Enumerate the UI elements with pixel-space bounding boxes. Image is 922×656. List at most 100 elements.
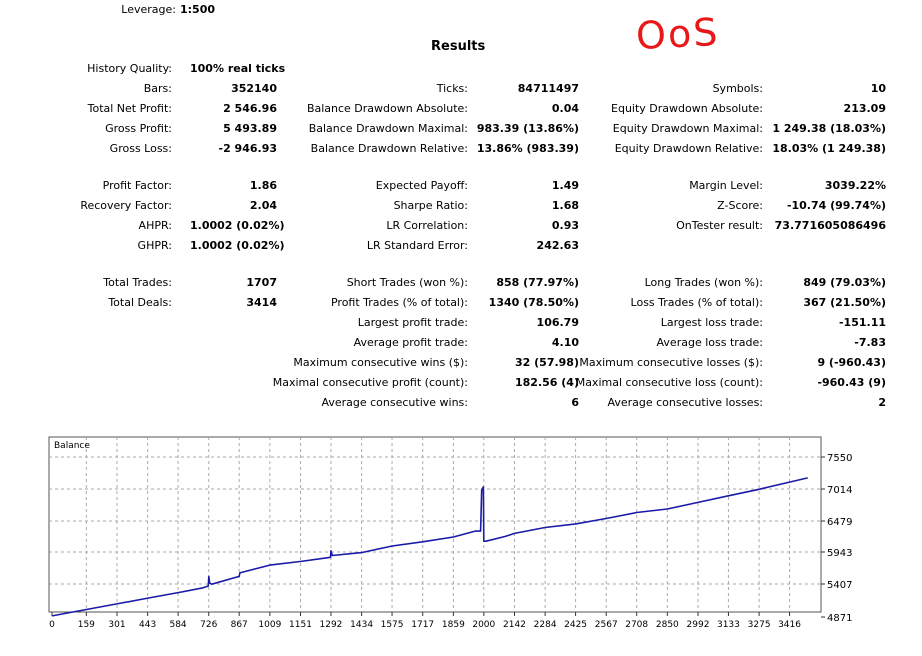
x-tick-label: 584 [169, 620, 186, 630]
col3-label-2: Equity Drawdown Maximal: [612, 122, 763, 135]
col1-label-4: Gross Loss: [109, 142, 172, 155]
x-tick-label: 1859 [442, 620, 465, 630]
x-tick-label: 3416 [778, 620, 801, 630]
col2-value-0: 84711497 [517, 82, 579, 95]
x-tick-label: 3275 [748, 620, 771, 630]
col3-label-11: Maximum consecutive losses ($): [579, 356, 763, 369]
x-tick-label: 1292 [320, 620, 343, 630]
col1-value-9: 1707 [246, 276, 277, 289]
y-tick-label: 7014 [827, 485, 852, 496]
col1-value-6: 2.04 [249, 199, 277, 212]
col1-value-3: 5 493.89 [223, 122, 277, 135]
x-tick-label: 2708 [625, 620, 648, 630]
col3-value-1: 213.09 [843, 102, 886, 115]
col1-value-5: 1.86 [249, 179, 277, 192]
col3-label-13: Average consecutive losses: [607, 396, 763, 409]
col1-value-8: 1.0002 (0.02%) [190, 239, 285, 252]
balance-line [51, 477, 808, 617]
col1-value-0: 100% real ticks [190, 62, 286, 75]
x-tick-label: 1151 [289, 620, 312, 630]
col3-value-8: 367 (21.50%) [803, 296, 886, 309]
col3-value-11: 9 (-960.43) [817, 356, 886, 369]
col1-label-3: Gross Profit: [105, 122, 172, 135]
x-tick-label: 301 [108, 620, 125, 630]
y-tick-label: 5943 [827, 548, 852, 559]
col1-value-2: 2 546.96 [223, 102, 277, 115]
col3-label-3: Equity Drawdown Relative: [614, 142, 763, 155]
x-tick-label: 2567 [595, 620, 618, 630]
col3-value-6: 73.771605086496 [774, 219, 886, 232]
col1-value-10: 3414 [246, 296, 277, 309]
col3-label-9: Largest loss trade: [660, 316, 763, 329]
x-tick-label: 3133 [717, 620, 740, 630]
col2-label-13: Maximal consecutive profit (count): [272, 376, 468, 389]
results-title: Results [431, 39, 486, 54]
col1-label-9: Total Trades: [103, 276, 172, 289]
y-tick-label: 6479 [827, 517, 852, 528]
col2-label-8: Short Trades (won %): [346, 276, 468, 289]
y-tick-label: 7550 [827, 453, 852, 464]
x-tick-label: 2850 [656, 620, 679, 630]
col2-label-6: LR Correlation: [386, 219, 468, 232]
x-tick-label: 0 [49, 620, 55, 630]
x-tick-label: 2992 [687, 620, 710, 630]
col2-value-7: 242.63 [536, 239, 579, 252]
col1-value-1: 352140 [231, 82, 277, 95]
col1-label-2: Total Net Profit: [87, 102, 172, 115]
col2-label-14: Average consecutive wins: [321, 396, 468, 409]
col2-value-10: 106.79 [536, 316, 579, 329]
col2-label-0: Ticks: [436, 82, 468, 95]
col3-value-9: -151.11 [838, 316, 886, 329]
col1-label-8: GHPR: [137, 239, 172, 252]
col3-label-8: Loss Trades (% of total): [630, 296, 763, 309]
col3-value-7: 849 (79.03%) [803, 276, 886, 289]
col2-label-7: LR Standard Error: [366, 239, 468, 252]
col1-value-4: -2 946.93 [218, 142, 278, 155]
col1-label-5: Profit Factor: [102, 179, 172, 192]
x-tick-label: 2425 [564, 620, 587, 630]
col2-label-9: Profit Trades (% of total): [330, 296, 468, 309]
x-tick-label: 2284 [534, 620, 557, 630]
col3-value-4: 3039.22% [824, 179, 886, 192]
col2-label-3: Balance Drawdown Relative: [310, 142, 468, 155]
x-tick-label: 867 [231, 620, 248, 630]
col3-label-4: Margin Level: [689, 179, 763, 192]
col3-label-5: Z-Score: [717, 199, 763, 212]
col2-label-10: Largest profit trade: [357, 316, 468, 329]
col1-label-0: History Quality: [87, 62, 172, 75]
leverage-value: 1:500 [180, 3, 216, 16]
x-tick-label: 2142 [503, 620, 526, 630]
col3-label-6: OnTester result: [676, 219, 763, 232]
col3-value-0: 10 [870, 82, 886, 95]
x-tick-label: 1009 [258, 620, 281, 630]
col2-value-9: 1340 (78.50%) [488, 296, 579, 309]
col2-label-5: Sharpe Ratio: [393, 199, 468, 212]
y-tick-label: 4871 [827, 613, 852, 624]
leverage-label: Leverage: [121, 3, 176, 16]
col1-label-10: Total Deals: [108, 296, 172, 309]
x-tick-label: 443 [139, 620, 156, 630]
col3-value-5: -10.74 (99.74%) [786, 199, 886, 212]
x-tick-label: 1575 [381, 620, 404, 630]
col2-label-12: Maximum consecutive wins ($): [293, 356, 468, 369]
col2-label-4: Expected Payoff: [375, 179, 468, 192]
col3-label-10: Average loss trade: [656, 336, 763, 349]
col2-value-6: 0.93 [551, 219, 579, 232]
x-tick-label: 2000 [472, 620, 495, 630]
col2-value-14: 6 [571, 396, 579, 409]
col1-label-6: Recovery Factor: [80, 199, 172, 212]
x-tick-label: 1717 [411, 620, 434, 630]
col1-label-7: AHPR: [138, 219, 172, 232]
col2-value-5: 1.68 [551, 199, 579, 212]
col3-label-7: Long Trades (won %): [644, 276, 763, 289]
col2-value-4: 1.49 [551, 179, 579, 192]
col2-value-3: 13.86% (983.39) [476, 142, 579, 155]
col3-value-3: 18.03% (1 249.38) [772, 142, 886, 155]
x-tick-label: 726 [200, 620, 217, 630]
col3-label-1: Equity Drawdown Absolute: [611, 102, 763, 115]
col2-value-2: 983.39 (13.86%) [476, 122, 579, 135]
x-tick-label: 1434 [350, 620, 373, 630]
col1-value-7: 1.0002 (0.02%) [190, 219, 285, 232]
chart-frame [48, 436, 822, 613]
